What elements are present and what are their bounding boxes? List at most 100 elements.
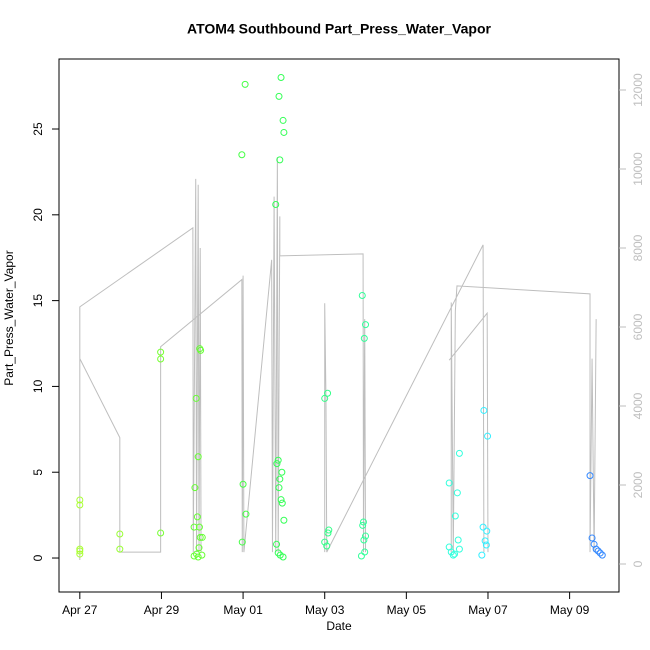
- data-point: [273, 460, 281, 468]
- y-tick-label: 25: [31, 122, 45, 136]
- data-point: [239, 480, 247, 488]
- data-point: [198, 551, 206, 559]
- data-point: [451, 512, 459, 520]
- data-point: [324, 529, 332, 537]
- data-point: [195, 544, 203, 552]
- data-point: [598, 551, 606, 559]
- y2-tick-label: 2000: [631, 471, 645, 498]
- x-tick-label: May 03: [305, 603, 345, 617]
- data-point: [274, 549, 282, 557]
- data-point: [483, 527, 491, 535]
- data-point: [323, 542, 331, 550]
- y2-tick-label: 10000: [631, 152, 645, 186]
- data-point: [157, 529, 165, 537]
- y-axis-label: Part_Press_Water_Vapor: [2, 250, 16, 385]
- data-point: [586, 472, 594, 480]
- y-tick-label: 10: [31, 379, 45, 393]
- data-point: [479, 523, 487, 531]
- x-tick-label: Apr 27: [62, 603, 98, 617]
- data-point: [455, 449, 463, 457]
- data-point: [198, 533, 206, 541]
- y2-tick-label: 6000: [631, 313, 645, 340]
- data-point: [445, 479, 453, 487]
- x-tick-label: May 01: [223, 603, 263, 617]
- data-point: [238, 538, 246, 546]
- data-point: [279, 553, 287, 561]
- data-point: [359, 518, 367, 526]
- data-point: [157, 348, 165, 356]
- data-point: [276, 475, 284, 483]
- x-tick-label: May 09: [550, 603, 590, 617]
- data-point: [321, 538, 329, 546]
- data-point: [194, 453, 202, 461]
- data-point: [274, 456, 282, 464]
- data-point: [588, 534, 596, 542]
- data-point: [360, 536, 368, 544]
- data-point: [192, 394, 200, 402]
- x-axis-label: Date: [326, 619, 352, 633]
- data-point: [478, 551, 486, 559]
- data-point: [481, 537, 489, 545]
- data-point: [280, 128, 288, 136]
- y2-tick-label: 4000: [631, 392, 645, 419]
- data-point: [357, 552, 365, 560]
- y-tick-label: 20: [31, 208, 45, 222]
- y2-tick-label: 8000: [631, 234, 645, 261]
- x-tick-label: Apr 29: [144, 603, 180, 617]
- x-tick-label: May 07: [468, 603, 508, 617]
- data-point: [196, 533, 204, 541]
- y2-tick-label: 12000: [631, 73, 645, 107]
- data-point: [480, 406, 488, 414]
- data-point: [276, 156, 284, 164]
- data-point: [76, 496, 84, 504]
- data-point: [278, 499, 286, 507]
- data-point: [194, 553, 202, 561]
- plot-frame: [58, 58, 620, 593]
- data-point: [273, 540, 281, 548]
- data-point: [195, 523, 203, 531]
- data-point: [277, 74, 285, 82]
- data-point: [592, 545, 600, 553]
- data-point: [242, 510, 250, 518]
- data-point: [241, 80, 249, 88]
- y2-tick-label: 0: [631, 560, 645, 567]
- data-point: [362, 321, 370, 329]
- data-point: [76, 550, 84, 558]
- data-point: [76, 547, 84, 555]
- data-point: [272, 201, 280, 209]
- x-tick-label: May 05: [387, 603, 427, 617]
- data-point: [360, 334, 368, 342]
- data-point: [278, 468, 286, 476]
- data-point: [482, 541, 490, 549]
- data-point: [157, 355, 165, 363]
- chart-title: ATOM4 Southbound Part_Press_Water_Vapor: [187, 21, 491, 37]
- data-point: [190, 523, 198, 531]
- y-tick-label: 5: [31, 469, 45, 476]
- data-point: [453, 489, 461, 497]
- data-point: [191, 484, 199, 492]
- altitude-line: [79, 157, 597, 561]
- data-point: [362, 532, 370, 540]
- y-tick-label: 15: [31, 294, 45, 308]
- data-point: [451, 550, 459, 558]
- data-point: [193, 513, 201, 521]
- data-point: [484, 432, 492, 440]
- data-point: [359, 521, 367, 529]
- data-point: [277, 496, 285, 504]
- data-point: [76, 501, 84, 509]
- data-point: [197, 346, 205, 354]
- data-point: [325, 526, 333, 534]
- data-point: [361, 548, 369, 556]
- data-point: [449, 551, 457, 559]
- data-point: [116, 545, 124, 553]
- data-point: [596, 549, 604, 557]
- data-point: [321, 394, 329, 402]
- data-point: [190, 552, 198, 560]
- data-point: [275, 484, 283, 492]
- data-point: [455, 545, 463, 553]
- data-point: [76, 545, 84, 553]
- data-point: [275, 92, 283, 100]
- data-point: [358, 291, 366, 299]
- data-point: [594, 547, 602, 555]
